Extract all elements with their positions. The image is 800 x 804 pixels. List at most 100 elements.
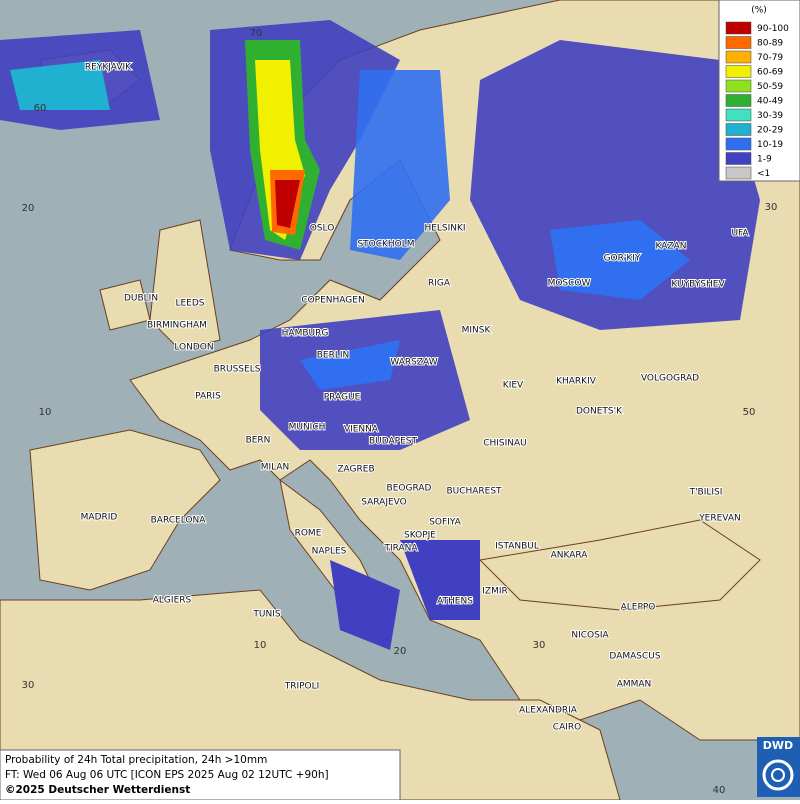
- city-label: KUYBYSHEV: [671, 280, 725, 290]
- city-label: HELSINKI: [424, 224, 465, 234]
- precipitation: [0, 20, 760, 650]
- city-label: TUNIS: [252, 610, 280, 620]
- logo-swirl: [771, 768, 785, 782]
- grid-labels: 70 60 20 30 10 50 30 10 20 30 40: [22, 28, 778, 796]
- city-label: CHISINAU: [483, 439, 527, 449]
- footer-box: [0, 749, 401, 801]
- city-label: MINSK: [462, 326, 492, 336]
- city-label: PARIS: [195, 392, 221, 402]
- city-label: VOLGOGRAD: [641, 374, 699, 384]
- city-label: MOSCOW: [548, 279, 591, 289]
- legend-label: 1-9: [757, 155, 772, 165]
- legend-label: <1: [757, 169, 770, 179]
- city-label: OSLO: [310, 224, 335, 234]
- city-label: DONETS'K: [576, 407, 623, 417]
- city-label: BUCHAREST: [446, 487, 502, 497]
- city-label: GOR'KIY: [604, 254, 641, 264]
- legend-label: 60-69: [757, 68, 783, 78]
- legend-swatch: [725, 79, 752, 93]
- legend-swatch: [725, 123, 752, 136]
- legend-label: 50-59: [757, 82, 783, 92]
- city-label: REYKJAVIK: [85, 63, 132, 73]
- city-label: ZAGREB: [337, 465, 374, 475]
- grid-label: 60: [34, 103, 47, 114]
- legend-swatch: [725, 94, 752, 107]
- city-label: LEEDS: [175, 299, 204, 309]
- grid-label: 20: [394, 646, 407, 657]
- grid-label: 40: [713, 785, 726, 796]
- city-label: NICOSIA: [571, 631, 609, 641]
- grid-label: 30: [533, 640, 546, 651]
- city-label: T'BILISI: [689, 488, 723, 498]
- legend-label: 10-19: [757, 140, 783, 150]
- city-label: DUBLIN: [124, 294, 158, 304]
- legend: (%) 90-100 80-89 70-79 60-69 50-59 40-49 30-39…: [718, 0, 800, 182]
- city-label: YEREVAN: [698, 514, 741, 524]
- grid-label: 30: [765, 202, 778, 213]
- legend-label: 30-39: [757, 111, 783, 121]
- legend-rows: 90-100 80-89 70-79 60-69 50-59 40-49 30-39 20-2…: [725, 21, 789, 180]
- city-label: STOCKHOLM: [357, 240, 414, 250]
- legend-swatch: [725, 108, 752, 122]
- legend-label: 40-49: [757, 97, 783, 107]
- city-label: ANKARA: [551, 551, 589, 561]
- city-label: VIENNA: [344, 425, 379, 435]
- legend-swatch: [725, 166, 752, 180]
- city-label: ALEXANDRIA: [519, 706, 578, 716]
- legend-swatch: [725, 137, 752, 151]
- city-label: BUDAPEST: [369, 437, 418, 447]
- legend-label: 70-79: [757, 53, 783, 63]
- city-label: BRUSSELS: [214, 365, 261, 375]
- legend-swatch: [725, 36, 752, 49]
- city-labels: REYKJAVIK OSLO STOCKHOLM HELSINKI DUBLIN LEED…: [80, 62, 751, 734]
- legend-label: 90-100: [757, 24, 789, 34]
- city-label: AMMAN: [617, 680, 652, 690]
- legend-swatch: [725, 65, 752, 78]
- legend-label: 20-29: [757, 126, 783, 136]
- city-label: SOFIYA: [429, 518, 461, 528]
- city-label: WARSZAW: [390, 358, 437, 368]
- city-label: BEOGRAD: [387, 484, 432, 494]
- logo-swirl: [762, 759, 794, 791]
- city-label: BERLIN: [317, 351, 350, 361]
- city-label: BERN: [246, 436, 271, 446]
- logo-text: DWD: [763, 739, 793, 752]
- city-label: PRAGUE: [324, 393, 361, 403]
- grid-label: 70: [250, 28, 263, 39]
- city-label: DAMASCUS: [609, 652, 660, 662]
- grid-label: 30: [22, 680, 35, 691]
- city-label: RIGA: [428, 279, 451, 289]
- city-label: ALEPPO: [621, 603, 656, 613]
- city-label: SARAJEVO: [361, 498, 407, 508]
- legend-swatch: [725, 21, 752, 35]
- logo-box: [757, 737, 800, 797]
- city-label: BARCELONA: [151, 516, 207, 526]
- legend-unit: (%): [751, 6, 767, 16]
- city-label: KIEV: [503, 381, 524, 391]
- footer-line: FT: Wed 06 Aug 06 UTC [ICON EPS 2025 Aug…: [5, 769, 329, 781]
- logo: DWD: [757, 737, 800, 797]
- grid-label: 10: [254, 640, 267, 651]
- city-label: LONDON: [174, 343, 213, 353]
- grid-label: 20: [22, 203, 35, 214]
- city-label: NAPLES: [312, 547, 347, 557]
- city-label: BIRMINGHAM: [147, 321, 207, 331]
- city-label: KHARKIV: [556, 377, 597, 387]
- legend-label: 80-89: [757, 39, 783, 49]
- footer-line: ©2025 Deutscher Wetterdienst: [5, 784, 190, 796]
- city-label: IZMIR: [482, 587, 508, 597]
- city-label: KAZAN: [656, 242, 687, 252]
- city-label: TRIPOLI: [284, 682, 320, 692]
- footer-line: Probability of 24h Total precipitation, …: [5, 754, 267, 766]
- legend-swatch: [725, 50, 752, 64]
- grid-label: 50: [743, 407, 756, 418]
- city-label: ATHENS: [437, 597, 473, 607]
- city-label: MUNICH: [289, 423, 326, 433]
- city-label: SKOPJE: [404, 531, 436, 541]
- city-label: COPENHAGEN: [301, 296, 364, 306]
- city-label: TIRANA: [383, 544, 418, 554]
- city-label: MADRID: [81, 513, 118, 523]
- city-label: ALGIERS: [153, 596, 192, 606]
